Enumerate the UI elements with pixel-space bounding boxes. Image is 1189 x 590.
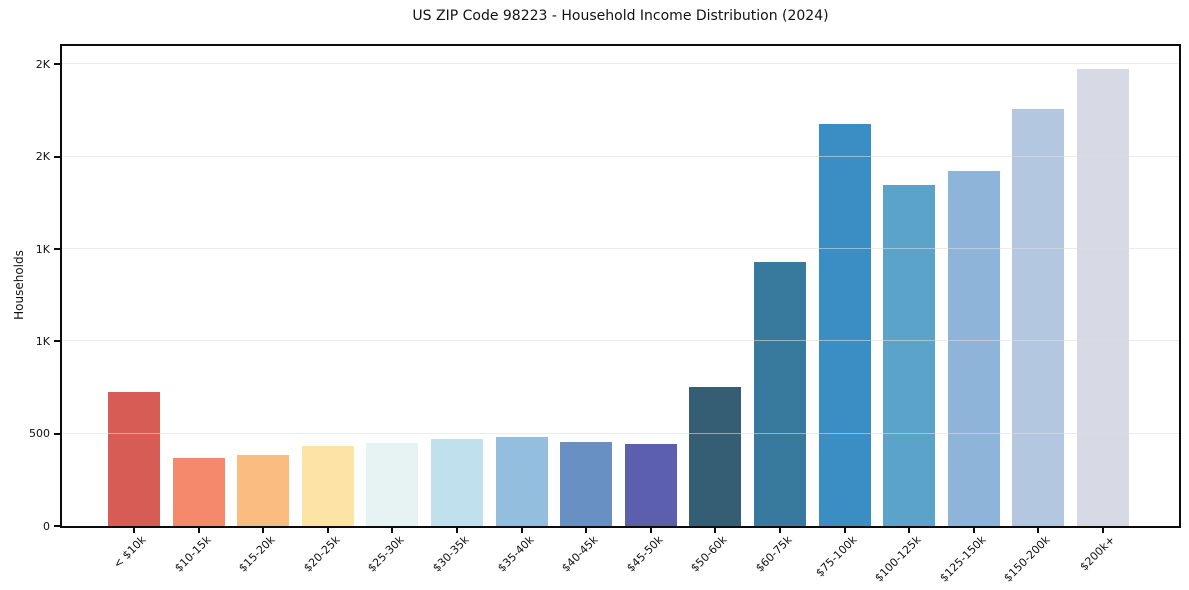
y-tick-2000 (54, 155, 60, 158)
bar-$125-150k (947, 170, 1000, 526)
x-tick (197, 528, 200, 533)
bar-$45-50k (624, 443, 677, 526)
x-tick (133, 528, 135, 533)
bar-$10-15k (172, 457, 225, 526)
y-tick-label: 500 (29, 427, 50, 441)
bar-$35-40k (495, 437, 548, 526)
y-tick-label: 2K (35, 150, 50, 164)
x-tick (520, 528, 523, 533)
bar-$30-35k (431, 439, 483, 526)
x-tick (326, 528, 329, 533)
x-tick (649, 528, 652, 533)
bar-$20-25k (301, 445, 354, 526)
gridline-500 (62, 432, 1179, 434)
bar-$200k+ (1077, 69, 1129, 526)
y-tick-1500 (54, 248, 60, 251)
y-tick-500 (54, 432, 60, 435)
y-tick-label: 1K (35, 334, 50, 348)
bar-$75-100k (818, 124, 871, 526)
gridline-2000 (62, 155, 1179, 157)
bar-< $10k (108, 392, 160, 526)
bar-$60-75k (754, 262, 806, 526)
x-tick-label: < $10k (110, 533, 149, 571)
gridline-1500 (62, 248, 1179, 250)
y-tick-label: 2K (35, 57, 50, 71)
x-tick (908, 528, 911, 533)
y-tick-2500 (54, 63, 60, 66)
x-tick (972, 528, 975, 533)
bar-$25-30k (366, 442, 419, 526)
bar-$100-125k (883, 185, 936, 526)
x-tick (843, 528, 846, 533)
x-tick (779, 528, 781, 533)
x-tick (456, 528, 458, 533)
bar-$150-200k (1012, 108, 1065, 526)
x-tick (391, 528, 394, 533)
y-tick-0 (54, 525, 60, 527)
chart-title: US ZIP Code 98223 - Household Income Dis… (412, 8, 829, 24)
x-tick (585, 528, 588, 533)
y-tick-label: 0 (43, 519, 50, 533)
y-tick-label: 1K (35, 242, 50, 256)
bar-$50-60k (689, 386, 742, 526)
x-tick (1037, 528, 1040, 533)
x-tick (714, 528, 717, 533)
plot-area (60, 44, 1181, 528)
bar-$40-45k (560, 442, 613, 526)
gridline-2500 (62, 63, 1179, 65)
gridline-1000 (62, 340, 1179, 342)
x-tick (262, 528, 265, 533)
bar-$15-20k (237, 454, 290, 526)
x-tick (1102, 528, 1104, 533)
y-tick-1000 (54, 340, 60, 343)
